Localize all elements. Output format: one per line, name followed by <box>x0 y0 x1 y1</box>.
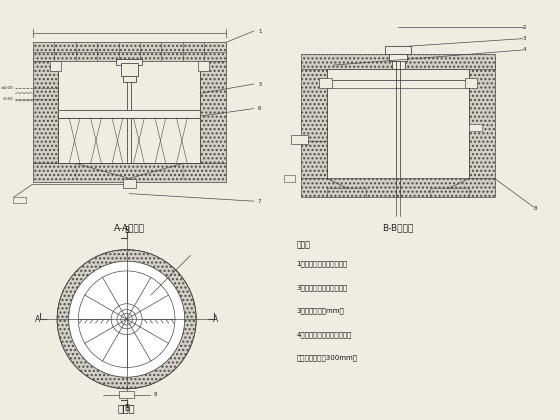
Bar <box>50 61 60 71</box>
Text: ±0.00: ±0.00 <box>1 86 13 90</box>
Circle shape <box>111 304 142 335</box>
Bar <box>32 42 226 61</box>
Text: A: A <box>35 315 40 324</box>
Bar <box>116 59 142 65</box>
Text: 说明：: 说明： <box>296 240 310 249</box>
Text: 7: 7 <box>258 199 262 204</box>
Bar <box>200 61 226 163</box>
Text: 3: 3 <box>522 36 526 41</box>
Bar <box>291 135 308 144</box>
Text: 1: 1 <box>258 29 262 34</box>
Bar <box>301 178 494 197</box>
Bar <box>391 61 404 69</box>
Bar <box>119 391 134 399</box>
Bar <box>301 54 494 69</box>
Text: B: B <box>124 404 129 412</box>
Text: 3、标注单位为mm。: 3、标注单位为mm。 <box>296 307 344 314</box>
Text: 6: 6 <box>258 106 262 111</box>
Bar <box>284 175 295 182</box>
Text: B: B <box>124 226 129 235</box>
Text: 5: 5 <box>258 81 262 87</box>
Bar <box>301 61 327 178</box>
Text: 8: 8 <box>153 392 157 397</box>
Text: A: A <box>213 315 218 324</box>
Bar <box>319 78 332 88</box>
Text: 4、构筑物墙体采用钉筋混凝: 4、构筑物墙体采用钉筋混凝 <box>296 331 352 338</box>
Bar <box>469 61 494 178</box>
Bar <box>198 61 209 71</box>
Bar <box>123 76 136 82</box>
Text: 3、弄管处均用法兰连接。: 3、弄管处均用法兰连接。 <box>296 284 348 291</box>
Bar <box>385 46 411 54</box>
Bar <box>32 163 226 182</box>
Bar <box>327 188 366 197</box>
Circle shape <box>69 261 185 377</box>
Text: B-B剖视图: B-B剖视图 <box>382 223 414 232</box>
Bar <box>58 110 200 118</box>
Bar <box>121 63 138 76</box>
Bar <box>430 188 469 197</box>
Text: 土、墙体厚度为300mm。: 土、墙体厚度为300mm。 <box>296 354 357 361</box>
Bar <box>13 197 26 203</box>
Text: A-A剖视图: A-A剖视图 <box>114 223 145 232</box>
Bar <box>32 61 58 163</box>
Bar <box>465 78 478 88</box>
Text: 俧视图: 俧视图 <box>118 403 136 413</box>
Bar <box>469 123 482 131</box>
Bar <box>123 178 136 188</box>
Bar <box>390 54 407 61</box>
Text: 8: 8 <box>533 206 537 211</box>
Text: 1、所有穿墙管均设套管。: 1、所有穿墙管均设套管。 <box>296 260 348 267</box>
Text: 2: 2 <box>522 25 526 30</box>
Text: 4: 4 <box>522 47 526 52</box>
Text: -0.60: -0.60 <box>3 97 13 101</box>
